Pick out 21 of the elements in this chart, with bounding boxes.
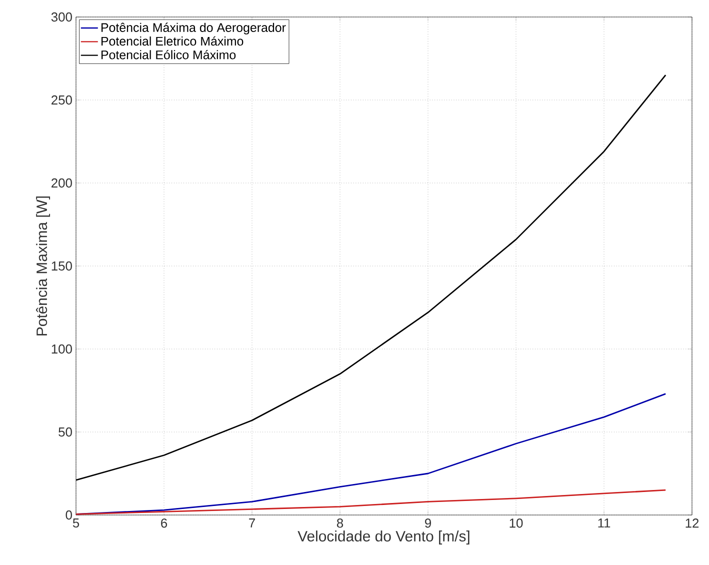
y-tick-label: 0 (66, 510, 72, 520)
x-tick-label: 6 (161, 518, 168, 528)
y-tick-label: 150 (52, 261, 72, 271)
y-tick-label: 50 (58, 427, 72, 437)
line-series (76, 489, 666, 515)
x-tick-label: 10 (510, 518, 523, 528)
x-tick-label: 7 (249, 518, 255, 528)
y-tick-label: 100 (52, 344, 72, 354)
legend-label: Potencial Eólico Máximo (101, 50, 236, 60)
x-tick-label: 9 (425, 518, 431, 528)
y-tick-label: 250 (52, 95, 72, 105)
x-tick-label: 8 (336, 518, 344, 528)
y-axis-title: Potência Maxima [W] (36, 196, 50, 336)
x-axis-title: Velocidade do Vento [m/s] (298, 530, 470, 544)
legend-label: Potência Máxima do Aerogerador (101, 22, 286, 34)
y-tick-label: 200 (52, 178, 72, 188)
y-tick-label: 300 (51, 12, 72, 22)
x-tick-label: 12 (686, 518, 699, 528)
x-tick-label: 11 (598, 518, 610, 528)
x-tick-label: 5 (72, 518, 80, 528)
legend-label: Potencial Eletrico Máximo (101, 36, 244, 46)
